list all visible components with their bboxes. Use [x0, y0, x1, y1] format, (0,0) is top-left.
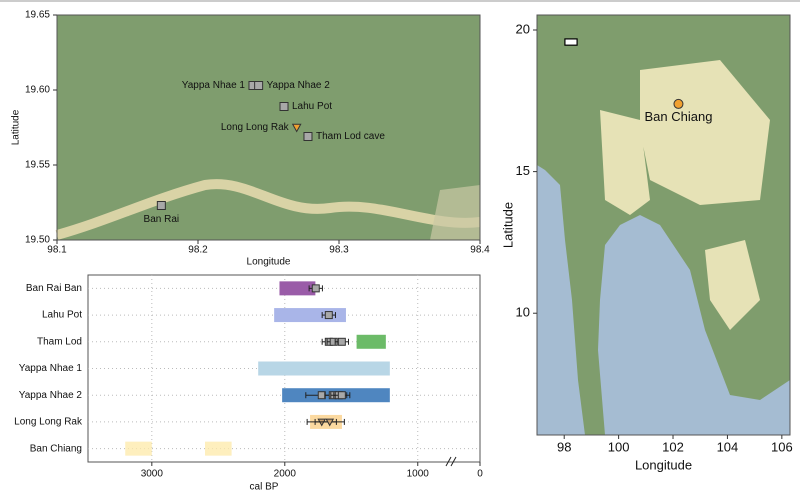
y-tick-label: 19.65 [25, 10, 50, 21]
x-tick-label: 2000 [274, 469, 297, 480]
row-label: Ban Chiang [30, 443, 82, 454]
marker [311, 284, 320, 293]
row-label: Tham Lod [37, 336, 82, 347]
map: 98 100 102 104 106 10 15 20 Longitude Latitude Ban… [500, 21, 792, 472]
marker [279, 102, 289, 111]
x-tick-label: 1000 [407, 469, 430, 480]
point-label: Tham Lod cave [316, 131, 385, 142]
x-axis-label: Longitude [635, 457, 692, 472]
y-axis-label: Latitude [500, 202, 515, 248]
marker [291, 123, 302, 133]
row-label: Yappa Nhae 2 [19, 390, 83, 401]
map-frame [56, 14, 481, 241]
x-tick-label: 0 [477, 469, 483, 480]
axis-break [445, 456, 452, 467]
x-axis-label: cal BP [250, 482, 279, 493]
range-bar [205, 441, 232, 456]
x-tick-label: 102 [662, 439, 684, 454]
range-bar [279, 281, 316, 296]
x-tick-label: 98 [557, 439, 571, 454]
point-label: Yappa Nhae 2 [267, 80, 331, 91]
range-chart: 3000 2000 1000 0 cal BP Ban Rai Ban Lahu Pot Th… [14, 275, 483, 493]
marker [337, 337, 346, 346]
marker [673, 98, 684, 109]
marker [324, 311, 333, 320]
y-tick-label: 20 [516, 21, 530, 36]
axis-break [450, 456, 457, 467]
y-tick-label: 19.50 [25, 235, 50, 246]
x-axis-label: Longitude [247, 257, 291, 268]
x-tick-label: 106 [771, 439, 793, 454]
map-valley [430, 185, 480, 240]
y-tick-label: 15 [516, 163, 530, 178]
marker [254, 81, 264, 90]
range-bar [356, 334, 386, 349]
marker [303, 132, 313, 141]
y-tick-label: 19.55 [25, 160, 50, 171]
range-bar [258, 361, 390, 376]
x-tick-label: 3000 [141, 469, 164, 480]
x-tick-label: 98.2 [188, 245, 208, 256]
x-tick-label: 98.1 [47, 245, 67, 256]
study-area [564, 38, 578, 46]
row-label: Long Long Rak [14, 417, 83, 428]
point-label: Ban Rai [144, 214, 180, 225]
map-valley [55, 179, 481, 240]
x-tick-label: 100 [608, 439, 630, 454]
marker [325, 418, 335, 427]
marker [317, 391, 326, 400]
point-label: Lahu Pot [292, 101, 332, 112]
x-tick-label: 98.3 [329, 245, 349, 256]
point-label: Ban Chiang [644, 109, 712, 124]
row-label: Ban Rai Ban [26, 283, 82, 294]
map-frame [536, 14, 791, 436]
y-axis-label: Latitude [11, 109, 22, 145]
point-label: Yappa Nhae 1 [182, 80, 246, 91]
x-tick-label: 98.4 [470, 245, 490, 256]
map: 98.1 98.2 98.3 98.4 19.50 19.55 19.60 19.65 Long… [11, 10, 491, 268]
marker [156, 201, 166, 210]
point-label: Long Long Rak [221, 122, 290, 133]
x-tick-label: 104 [717, 439, 739, 454]
y-tick-label: 10 [516, 305, 530, 320]
y-tick-label: 19.60 [25, 85, 50, 96]
row-label: Lahu Pot [42, 310, 82, 321]
map-plain [600, 60, 770, 330]
row-label: Yappa Nhae 1 [19, 363, 83, 374]
marker [337, 391, 346, 400]
range-bar [125, 441, 152, 456]
